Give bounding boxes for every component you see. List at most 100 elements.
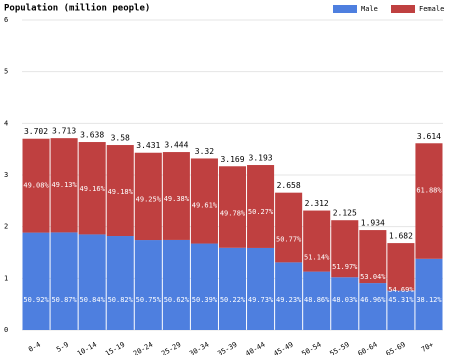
bar-segment — [275, 192, 303, 263]
bar-segment — [190, 158, 218, 244]
segment-label: 51.97% — [332, 263, 358, 271]
total-label: 3.702 — [24, 127, 48, 136]
total-label: 1.682 — [389, 232, 413, 241]
legend-label: Male — [361, 5, 378, 13]
x-tick-label: 15-19 — [104, 341, 126, 355]
x-tick-label: 30-34 — [188, 341, 210, 355]
segment-label: 50.75% — [136, 296, 162, 304]
y-tick-label: 0 — [4, 326, 8, 334]
total-label: 2.125 — [333, 209, 357, 218]
x-tick-label: 40-44 — [244, 341, 266, 355]
segment-label: 61.88% — [416, 186, 442, 194]
segment-label: 53.04% — [360, 273, 386, 281]
x-tick-label: 45-49 — [272, 341, 294, 355]
total-label: 1.934 — [361, 219, 385, 228]
bar-segment — [387, 290, 415, 330]
bar-segment — [50, 138, 78, 233]
total-label: 3.638 — [80, 131, 104, 140]
segment-label: 50.84% — [80, 296, 106, 304]
segment-label: 50.82% — [108, 296, 134, 304]
x-tick-label: 70+ — [420, 341, 435, 354]
legend-swatch — [333, 5, 357, 13]
bar-segment — [247, 247, 275, 330]
segment-label: 49.78% — [220, 209, 246, 217]
segment-label: 49.08% — [23, 182, 49, 190]
y-tick-label: 6 — [4, 16, 8, 24]
x-tick-label: 65-69 — [385, 341, 407, 355]
total-label: 3.713 — [52, 127, 76, 136]
legend-swatch — [391, 5, 415, 13]
segment-label: 50.27% — [248, 208, 274, 216]
y-tick-label: 1 — [4, 274, 8, 282]
bar-segment — [359, 283, 387, 330]
total-label: 3.169 — [220, 155, 244, 164]
total-label: 2.658 — [277, 181, 301, 190]
x-tick-label: 35-39 — [216, 341, 238, 355]
segment-label: 46.96% — [360, 296, 386, 304]
bar-segment — [359, 230, 387, 284]
segment-label: 54.69% — [388, 286, 414, 294]
bar-segment — [106, 236, 134, 330]
bar-segment — [134, 152, 162, 241]
y-tick-label: 5 — [4, 68, 8, 76]
segment-label: 50.92% — [23, 296, 49, 304]
bar-segment — [415, 143, 443, 259]
total-label: 3.431 — [136, 141, 160, 150]
bar-segment — [218, 247, 247, 330]
x-tick-label: 50-54 — [300, 341, 322, 355]
bar-segment — [106, 145, 134, 237]
segment-label: 50.39% — [192, 296, 218, 304]
segment-label: 38.12% — [416, 296, 442, 304]
bar-segment — [78, 142, 106, 235]
bar-segment — [303, 210, 331, 272]
bar-segment — [247, 165, 275, 248]
segment-label: 49.16% — [80, 185, 106, 193]
y-tick-label: 4 — [4, 119, 8, 127]
segment-label: 50.62% — [164, 296, 190, 304]
segment-label: 49.13% — [51, 181, 77, 189]
y-tick-label: 3 — [4, 171, 8, 179]
y-tick-label: 2 — [4, 223, 8, 231]
total-label: 3.614 — [417, 132, 441, 141]
segment-label: 49.38% — [164, 195, 190, 203]
total-label: 2.312 — [305, 199, 329, 208]
total-label: 3.193 — [249, 154, 273, 163]
bar-segment — [387, 243, 415, 291]
bar-segment — [218, 166, 247, 248]
segment-label: 48.03% — [332, 296, 358, 304]
bar-segment — [22, 138, 50, 233]
segment-label: 49.73% — [248, 296, 274, 304]
x-tick-label: 20-24 — [132, 341, 154, 355]
segment-label: 49.25% — [136, 196, 162, 204]
bar-segment — [134, 240, 162, 330]
bar-segment — [275, 262, 303, 330]
segment-label: 49.61% — [192, 201, 218, 209]
bar-segment — [303, 271, 331, 330]
bar-segment — [50, 232, 78, 330]
chart-title: Population (million people) — [4, 3, 150, 14]
segment-label: 50.22% — [220, 296, 246, 304]
segment-label: 48.86% — [304, 296, 330, 304]
bar-segment — [331, 220, 359, 278]
segment-label: 49.18% — [108, 188, 134, 196]
bar-segment — [78, 234, 106, 330]
x-tick-label: 60-64 — [357, 341, 379, 355]
segment-label: 50.87% — [51, 296, 77, 304]
total-label: 3.32 — [195, 147, 214, 156]
segment-label: 45.31% — [388, 296, 414, 304]
legend-label: Female — [419, 5, 444, 13]
total-label: 3.444 — [164, 141, 188, 150]
x-tick-label: 0-4 — [27, 341, 42, 354]
segment-label: 50.77% — [276, 236, 302, 244]
total-label: 3.58 — [111, 134, 130, 143]
bar-segment — [162, 152, 190, 240]
segment-label: 51.14% — [304, 254, 330, 262]
bar-segment — [22, 232, 50, 330]
x-tick-label: 55-59 — [329, 341, 351, 355]
bar-segment — [190, 243, 218, 330]
bar-segment — [331, 277, 359, 330]
x-tick-label: 5-9 — [55, 341, 70, 354]
segment-label: 49.23% — [276, 296, 302, 304]
x-tick-label: 25-29 — [160, 341, 182, 355]
